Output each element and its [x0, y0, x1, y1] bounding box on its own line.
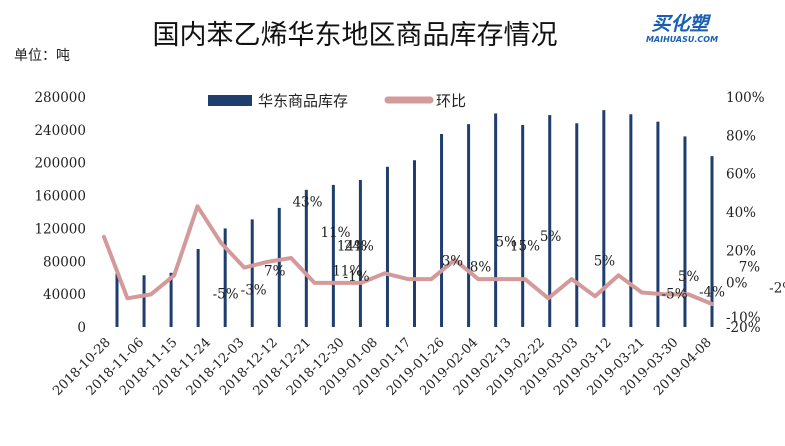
- y2-tick-label: 60%: [726, 167, 756, 183]
- bar: [304, 189, 308, 327]
- bar: [142, 275, 146, 327]
- bar: [521, 124, 525, 327]
- bar: [277, 207, 281, 327]
- y-tick-label: 280000: [34, 90, 86, 106]
- data-label: -3%: [241, 282, 267, 298]
- brand-logo-sub: MAIHUASU.COM: [646, 35, 718, 44]
- bar: [331, 184, 335, 327]
- data-label: -5%: [662, 286, 688, 302]
- legend-label-line: 环比: [436, 92, 466, 110]
- data-label: -4%: [699, 284, 725, 300]
- data-label: 43%: [292, 194, 322, 210]
- data-label: 24%: [344, 238, 374, 254]
- bar: [115, 273, 119, 327]
- y2-tick-label: 0%: [726, 276, 748, 292]
- data-label: -2%: [769, 281, 785, 297]
- legend: 华东商品库存 环比: [208, 92, 466, 110]
- bar: [413, 160, 416, 327]
- brand-logo-main: 买化塑: [651, 13, 711, 35]
- legend-label-bar: 华东商品库存: [258, 92, 348, 110]
- data-label: 5%: [496, 235, 518, 251]
- bar: [683, 136, 687, 327]
- y-tick-label: 200000: [34, 156, 86, 172]
- y-tick-label: 240000: [34, 123, 86, 139]
- data-label: 11%: [332, 263, 362, 279]
- brand-logo: 买化塑 MAIHUASU.COM: [646, 13, 718, 44]
- bar: [494, 113, 498, 327]
- data-label: 7%: [264, 263, 286, 279]
- y2-tick-label: 80%: [726, 128, 756, 144]
- line-series-ratio: [102, 204, 714, 306]
- y2-tick-label: -10%: [726, 310, 761, 326]
- y-tick-label: 40000: [43, 287, 86, 303]
- bar: [358, 179, 362, 327]
- data-label: 11%: [320, 225, 350, 241]
- bar: [656, 121, 660, 328]
- data-label: 7%: [739, 259, 761, 275]
- bar: [196, 248, 200, 327]
- bar: [629, 114, 633, 327]
- bar: [250, 219, 254, 327]
- legend-swatch-bar: [208, 95, 252, 106]
- bar: [467, 124, 471, 327]
- data-label: 5%: [678, 269, 700, 285]
- data-label: 5%: [594, 254, 616, 270]
- y-tick-label: 80000: [43, 254, 86, 270]
- y-axis-unit-label: 单位：吨: [14, 48, 70, 64]
- bar: [169, 272, 173, 327]
- bar: [710, 156, 714, 327]
- y-tick-label: 120000: [34, 221, 86, 237]
- y-axis-left: 280000 240000 200000 160000 120000 80000 40000…: [34, 90, 86, 336]
- bar: [223, 228, 227, 327]
- data-label: 14%: [337, 238, 367, 254]
- y2-tick-label: 40%: [726, 205, 756, 221]
- data-label: 8%: [470, 259, 492, 275]
- bar: [440, 133, 444, 327]
- data-label: 5%: [540, 229, 562, 245]
- y-tick-label: 160000: [34, 189, 86, 205]
- bar: [385, 166, 389, 327]
- data-labels: -5% -3%7%43%11%14%24%11%-1%3% 8%5%15%5%5%-…: [213, 194, 785, 302]
- bar: [548, 115, 552, 327]
- data-label: 15%: [510, 238, 540, 254]
- data-label: -5%: [213, 286, 239, 302]
- bar-series: [115, 110, 714, 328]
- y2-tick-label: 100%: [726, 90, 765, 106]
- chart-title: 国内苯乙烯华东地区商品库存情况: [153, 20, 558, 51]
- data-label: 3%: [442, 254, 464, 270]
- y-axis-right: 100% 80% 60% 40% 20% 0% -10%-20%: [726, 90, 765, 336]
- data-label: -1%: [344, 269, 370, 285]
- x-axis: 2018-10-282018-11-062018-11-152018-11-24…: [50, 335, 715, 399]
- y2-tick-label: -20%: [726, 320, 761, 336]
- y-tick-label: 0: [77, 320, 86, 336]
- bar: [602, 110, 606, 328]
- y2-tick-label: 20%: [726, 243, 756, 259]
- bar: [575, 123, 579, 328]
